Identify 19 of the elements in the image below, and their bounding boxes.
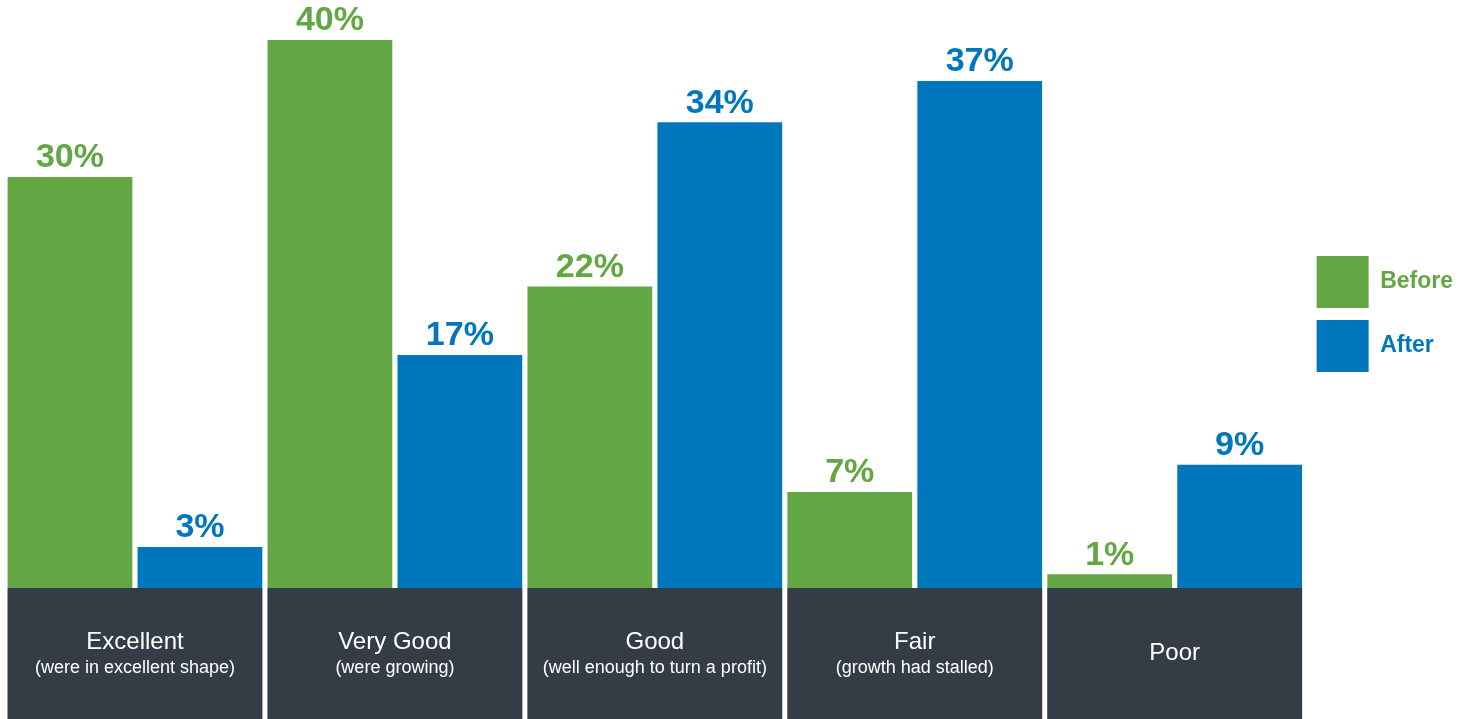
x-tick-label: Fair (growth had stalled) — [835, 627, 994, 678]
x-tick-label: Very Good (were growing) — [335, 627, 455, 678]
x-tick-label: Poor — [1149, 638, 1201, 666]
data-label: 22% — [555, 245, 624, 284]
data-label: 34% — [685, 81, 754, 120]
legend-label: Before — [1380, 267, 1454, 294]
data-label: 3% — [175, 506, 225, 545]
data-label: 9% — [1215, 424, 1265, 463]
bar — [137, 546, 263, 588]
legend-label: After — [1380, 331, 1434, 358]
data-label: 37% — [945, 40, 1014, 79]
data-label: 17% — [425, 314, 494, 353]
x-tick-label: Excellent (were in excellent shape) — [34, 627, 236, 678]
data-label: 7% — [825, 451, 875, 490]
data-label: 40% — [295, 0, 364, 38]
data-label: 1% — [1085, 533, 1135, 572]
data-label: 30% — [35, 136, 105, 175]
bar — [1047, 574, 1173, 588]
x-tick-label: Good (well enough to turn a profit) — [542, 627, 767, 678]
